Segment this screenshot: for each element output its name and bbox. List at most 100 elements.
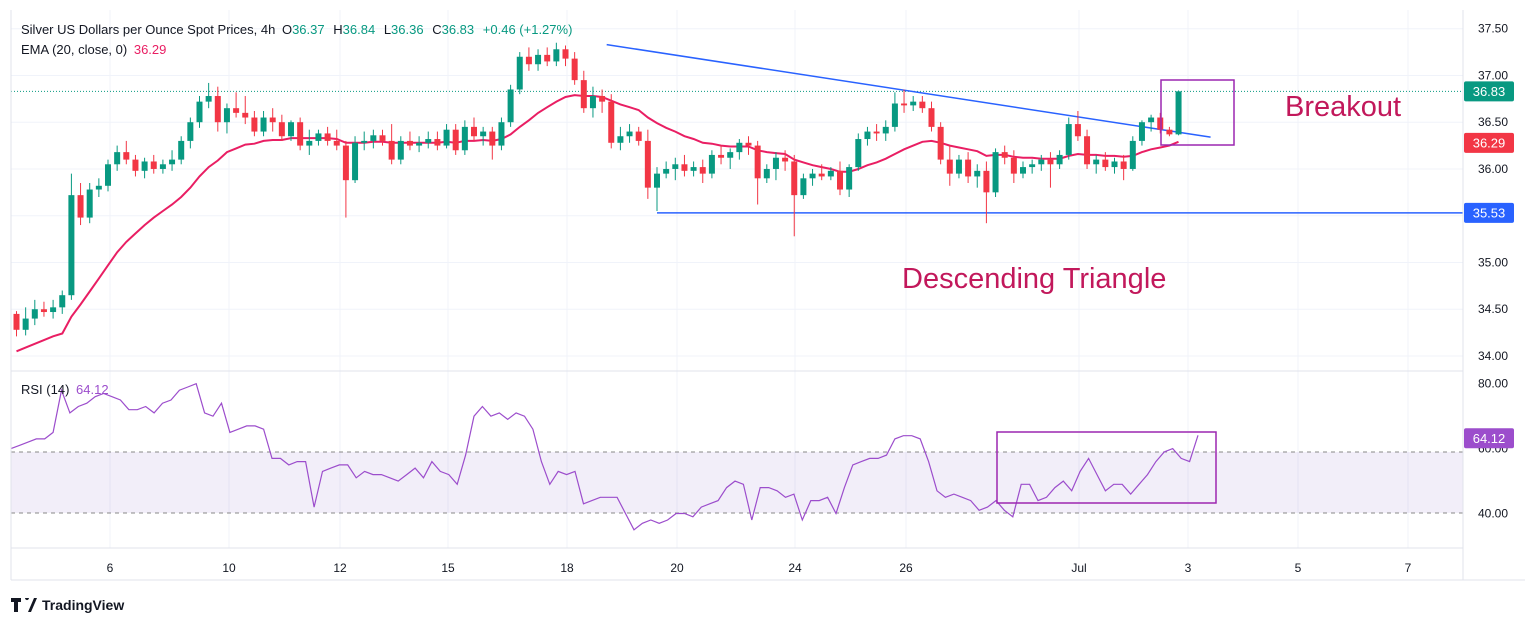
candle-body: [699, 167, 706, 174]
candle-body: [150, 161, 157, 169]
candle-body: [379, 135, 386, 141]
candle-body: [13, 313, 20, 330]
candle-body: [324, 133, 331, 141]
candlestick-series: [13, 42, 1182, 337]
candle-body: [864, 131, 871, 140]
candle-body: [727, 152, 734, 158]
candle-body: [919, 101, 926, 109]
axis-value-labels: 36.83 36.29 35.53 64.12: [1464, 81, 1514, 449]
candle-body: [910, 101, 917, 106]
candle-body: [571, 58, 578, 81]
candle-body: [86, 189, 93, 218]
candle-body: [553, 49, 560, 62]
support-price-tag: 35.53: [1473, 205, 1506, 220]
low-value: 36.36: [391, 22, 424, 37]
candle-body: [1065, 124, 1072, 155]
candle-body: [480, 131, 487, 137]
candle-body: [681, 164, 688, 171]
candle-body: [1093, 159, 1100, 165]
last-close-price-tag: 36.83: [1473, 84, 1506, 99]
candle-body: [461, 126, 468, 151]
candle-body: [873, 131, 880, 134]
high-label: H: [333, 22, 343, 37]
candle-body: [745, 142, 752, 146]
candle-body: [763, 168, 770, 179]
candle-body: [654, 173, 660, 188]
candle-body: [809, 173, 816, 179]
support-price-tag-bg: [1464, 202, 1514, 223]
candle-body: [406, 140, 413, 146]
candle-body: [77, 195, 84, 218]
candle-body: [434, 139, 441, 146]
candle-body: [1129, 140, 1136, 169]
candle-body: [1120, 161, 1127, 169]
tradingview-logo[interactable]: TradingView: [11, 597, 124, 613]
candle-body: [663, 168, 670, 174]
price-tick-label: 37.50: [1478, 22, 1508, 36]
candle-body: [352, 142, 359, 181]
last-close-price-tag-bg: [1464, 81, 1514, 102]
candle-body: [278, 122, 285, 137]
rsi-value-tag: 64.12: [1473, 431, 1506, 446]
candle-body: [242, 112, 249, 118]
time-tick-label: 7: [1405, 561, 1412, 575]
grid-lines: [11, 10, 1463, 548]
candle-body: [772, 157, 779, 169]
candle-body: [562, 49, 569, 59]
candle-body: [928, 108, 935, 127]
candle-body: [159, 164, 166, 169]
candle-body: [1010, 157, 1017, 174]
candle-body: [882, 126, 889, 134]
candle-body: [992, 152, 999, 193]
candle-body: [59, 295, 66, 308]
breakout-annotation: Breakout: [1285, 91, 1401, 123]
candle-body: [1175, 91, 1182, 135]
candle-body: [214, 96, 221, 123]
ema-legend: EMA (20, close, 0) 36.29: [21, 42, 169, 57]
candle-body: [452, 129, 459, 151]
candle-body: [626, 131, 633, 137]
candle-body: [599, 96, 606, 102]
candle-body: [416, 142, 423, 146]
rsi-tick-label: 80.00: [1478, 377, 1508, 391]
candle-body: [251, 117, 258, 132]
time-tick-label: 6: [107, 561, 114, 575]
candle-body: [800, 178, 807, 196]
candle-body: [205, 96, 212, 102]
time-axis: 6 10 12 15 18 20 24 26 Jul 3 5 7: [107, 561, 1412, 575]
candle-body: [342, 145, 349, 181]
chart-header: Silver US Dollars per Ounce Spot Prices,…: [21, 22, 577, 37]
ema-label: EMA (20, close, 0): [21, 42, 128, 57]
price-tick-label: 34.50: [1478, 302, 1508, 316]
descending-triangle-annotation: Descending Triangle: [902, 263, 1166, 295]
candle-body: [105, 164, 111, 186]
candle-body: [983, 170, 990, 193]
close-label: C: [432, 22, 442, 37]
ema-value: 36.29: [133, 42, 167, 57]
candle-body: [68, 195, 75, 296]
rsi-tick-label: 40.00: [1478, 507, 1508, 521]
candle-body: [855, 139, 862, 168]
candle-body: [1148, 117, 1155, 123]
candle-body: [178, 140, 185, 160]
candle-body: [306, 140, 313, 146]
open-label: O: [281, 22, 293, 37]
tradingview-logo-icon: [11, 598, 37, 612]
time-tick-label: Jul: [1071, 561, 1086, 575]
candle-body: [1166, 129, 1173, 135]
candle-body: [1056, 154, 1063, 165]
candle-body: [589, 96, 596, 109]
brand-name: TradingView: [42, 597, 125, 613]
time-tick-label: 15: [441, 561, 455, 575]
candle-body: [370, 135, 377, 141]
candle-body: [425, 139, 432, 143]
rsi-label: RSI (14): [21, 382, 70, 397]
rsi-value: 64.12: [76, 382, 109, 397]
candle-body: [846, 167, 853, 190]
candle-body: [498, 122, 505, 146]
candle-body: [132, 159, 139, 171]
candle-body: [736, 142, 743, 153]
change-value: +0.46 (+1.27%): [482, 22, 573, 37]
